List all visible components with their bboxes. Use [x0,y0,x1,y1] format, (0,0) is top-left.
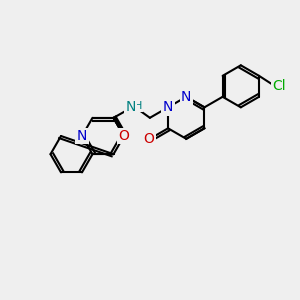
Text: O: O [143,132,154,146]
Text: N: N [125,100,136,114]
Text: H: H [134,101,142,111]
Text: N: N [77,129,87,143]
Text: Cl: Cl [272,79,286,93]
Text: N: N [181,90,191,104]
Text: O: O [118,129,129,143]
Text: N: N [163,100,173,114]
